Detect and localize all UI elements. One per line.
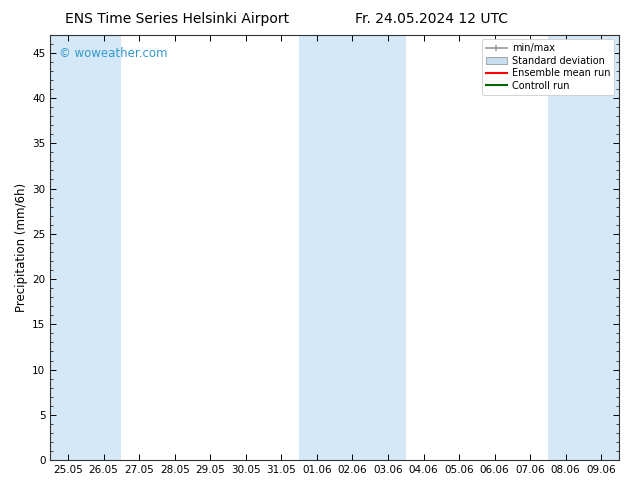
Bar bbox=[86, 35, 121, 460]
Bar bbox=[299, 35, 335, 460]
Text: ENS Time Series Helsinki Airport: ENS Time Series Helsinki Airport bbox=[65, 12, 290, 26]
Bar bbox=[370, 35, 406, 460]
Y-axis label: Precipitation (mm/6h): Precipitation (mm/6h) bbox=[15, 183, 28, 312]
Text: Fr. 24.05.2024 12 UTC: Fr. 24.05.2024 12 UTC bbox=[354, 12, 508, 26]
Bar bbox=[50, 35, 86, 460]
Bar bbox=[335, 35, 370, 460]
Legend: min/max, Standard deviation, Ensemble mean run, Controll run: min/max, Standard deviation, Ensemble me… bbox=[482, 40, 614, 95]
Text: © woweather.com: © woweather.com bbox=[59, 48, 167, 60]
Bar bbox=[583, 35, 619, 460]
Bar bbox=[548, 35, 583, 460]
